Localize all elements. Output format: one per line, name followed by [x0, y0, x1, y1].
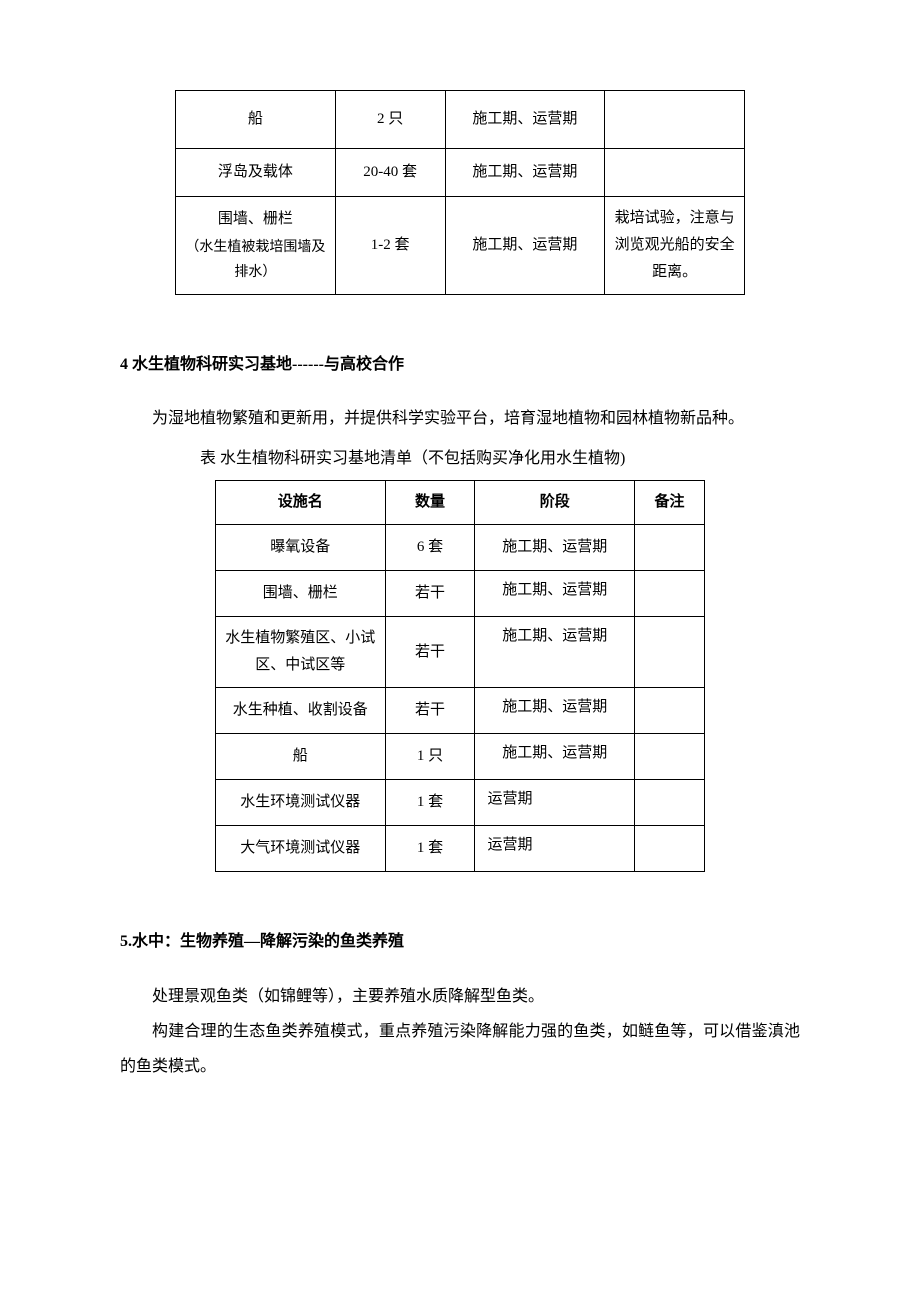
t1-r3-name: 围墙、栅栏 （水生植被栽培围墙及排水）: [176, 197, 336, 295]
t2-h1: 设施名: [216, 481, 386, 525]
t1-r2-qty: 20-40 套: [335, 149, 445, 197]
table-1: 船 2 只 施工期、运营期 浮岛及载体 20-40 套 施工期、运营期 围墙、栅…: [175, 90, 745, 295]
t2-r1-qty: 若干: [385, 571, 475, 617]
t2-r0-qty: 6 套: [385, 525, 475, 571]
section4-heading: 4 水生植物科研实习基地------与高校合作: [120, 351, 800, 380]
table2-caption: 表 水生植物科研实习基地清单（不包括购买净化用水生植物): [200, 445, 800, 474]
section5-heading: 5.水中：生物养殖—降解污染的鱼类养殖: [120, 928, 800, 957]
table-row: 浮岛及载体 20-40 套 施工期、运营期: [176, 149, 745, 197]
t2-r4-note: [635, 734, 705, 780]
t2-r5-phase: 运营期: [475, 780, 635, 826]
t2-r3-note: [635, 688, 705, 734]
table-row: 大气环境测试仪器 1 套 运营期: [216, 826, 705, 872]
table-row: 围墙、栅栏 若干 施工期、运营期: [216, 571, 705, 617]
table-row: 曝氧设备 6 套 施工期、运营期: [216, 525, 705, 571]
t1-r1-note: [605, 91, 745, 149]
t2-r1-note: [635, 571, 705, 617]
t2-r3-qty: 若干: [385, 688, 475, 734]
table-row: 水生植物繁殖区、小试区、中试区等 若干 施工期、运营期: [216, 617, 705, 688]
t2-r2-name: 水生植物繁殖区、小试区、中试区等: [216, 617, 386, 688]
t2-r6-note: [635, 826, 705, 872]
t2-h2: 数量: [385, 481, 475, 525]
section5-para2: 构建合理的生态鱼类养殖模式，重点养殖污染降解能力强的鱼类，如鲢鱼等，可以借鉴滇池…: [120, 1014, 800, 1084]
t1-r1-name: 船: [176, 91, 336, 149]
t1-r2-phase: 施工期、运营期: [445, 149, 605, 197]
t2-r1-name: 围墙、栅栏: [216, 571, 386, 617]
t2-r5-name: 水生环境测试仪器: [216, 780, 386, 826]
t2-h4: 备注: [635, 481, 705, 525]
t2-r5-note: [635, 780, 705, 826]
t1-r1-qty: 2 只: [335, 91, 445, 149]
t2-r3-name: 水生种植、收割设备: [216, 688, 386, 734]
t2-r5-qty: 1 套: [385, 780, 475, 826]
table-row: 水生种植、收割设备 若干 施工期、运营期: [216, 688, 705, 734]
t1-r3-name-main: 围墙、栅栏: [218, 211, 293, 227]
t2-r6-phase: 运营期: [475, 826, 635, 872]
table-row: 船 1 只 施工期、运营期: [216, 734, 705, 780]
t2-r2-note: [635, 617, 705, 688]
t1-r3-note: 栽培试验，注意与浏览观光船的安全距离。: [605, 197, 745, 295]
t2-r2-phase: 施工期、运营期: [475, 617, 635, 688]
table-row: 围墙、栅栏 （水生植被栽培围墙及排水） 1-2 套 施工期、运营期 栽培试验，注…: [176, 197, 745, 295]
t1-r3-qty: 1-2 套: [335, 197, 445, 295]
t1-r3-name-sub: （水生植被栽培围墙及排水）: [182, 235, 329, 285]
section4-para: 为湿地植物繁殖和更新用，并提供科学实验平台，培育湿地植物和园林植物新品种。: [120, 402, 800, 436]
t1-r2-note: [605, 149, 745, 197]
t2-r4-qty: 1 只: [385, 734, 475, 780]
t2-r0-note: [635, 525, 705, 571]
table-row: 船 2 只 施工期、运营期: [176, 91, 745, 149]
t2-r1-phase: 施工期、运营期: [475, 571, 635, 617]
t2-r3-phase: 施工期、运营期: [475, 688, 635, 734]
t1-r3-phase: 施工期、运营期: [445, 197, 605, 295]
t2-r6-name: 大气环境测试仪器: [216, 826, 386, 872]
t2-r6-qty: 1 套: [385, 826, 475, 872]
table-row: 水生环境测试仪器 1 套 运营期: [216, 780, 705, 826]
t2-r2-qty: 若干: [385, 617, 475, 688]
section5: 5.水中：生物养殖—降解污染的鱼类养殖 处理景观鱼类（如锦鲤等），主要养殖水质降…: [120, 928, 800, 1084]
section5-para1: 处理景观鱼类（如锦鲤等），主要养殖水质降解型鱼类。: [120, 979, 800, 1014]
t1-r2-name: 浮岛及载体: [176, 149, 336, 197]
table-2: 设施名 数量 阶段 备注 曝氧设备 6 套 施工期、运营期 围墙、栅栏 若干 施…: [215, 480, 705, 872]
t2-r0-phase: 施工期、运营期: [475, 525, 635, 571]
t2-r4-name: 船: [216, 734, 386, 780]
t1-r1-phase: 施工期、运营期: [445, 91, 605, 149]
t2-r4-phase: 施工期、运营期: [475, 734, 635, 780]
table2-header-row: 设施名 数量 阶段 备注: [216, 481, 705, 525]
t2-h3: 阶段: [475, 481, 635, 525]
t2-r0-name: 曝氧设备: [216, 525, 386, 571]
